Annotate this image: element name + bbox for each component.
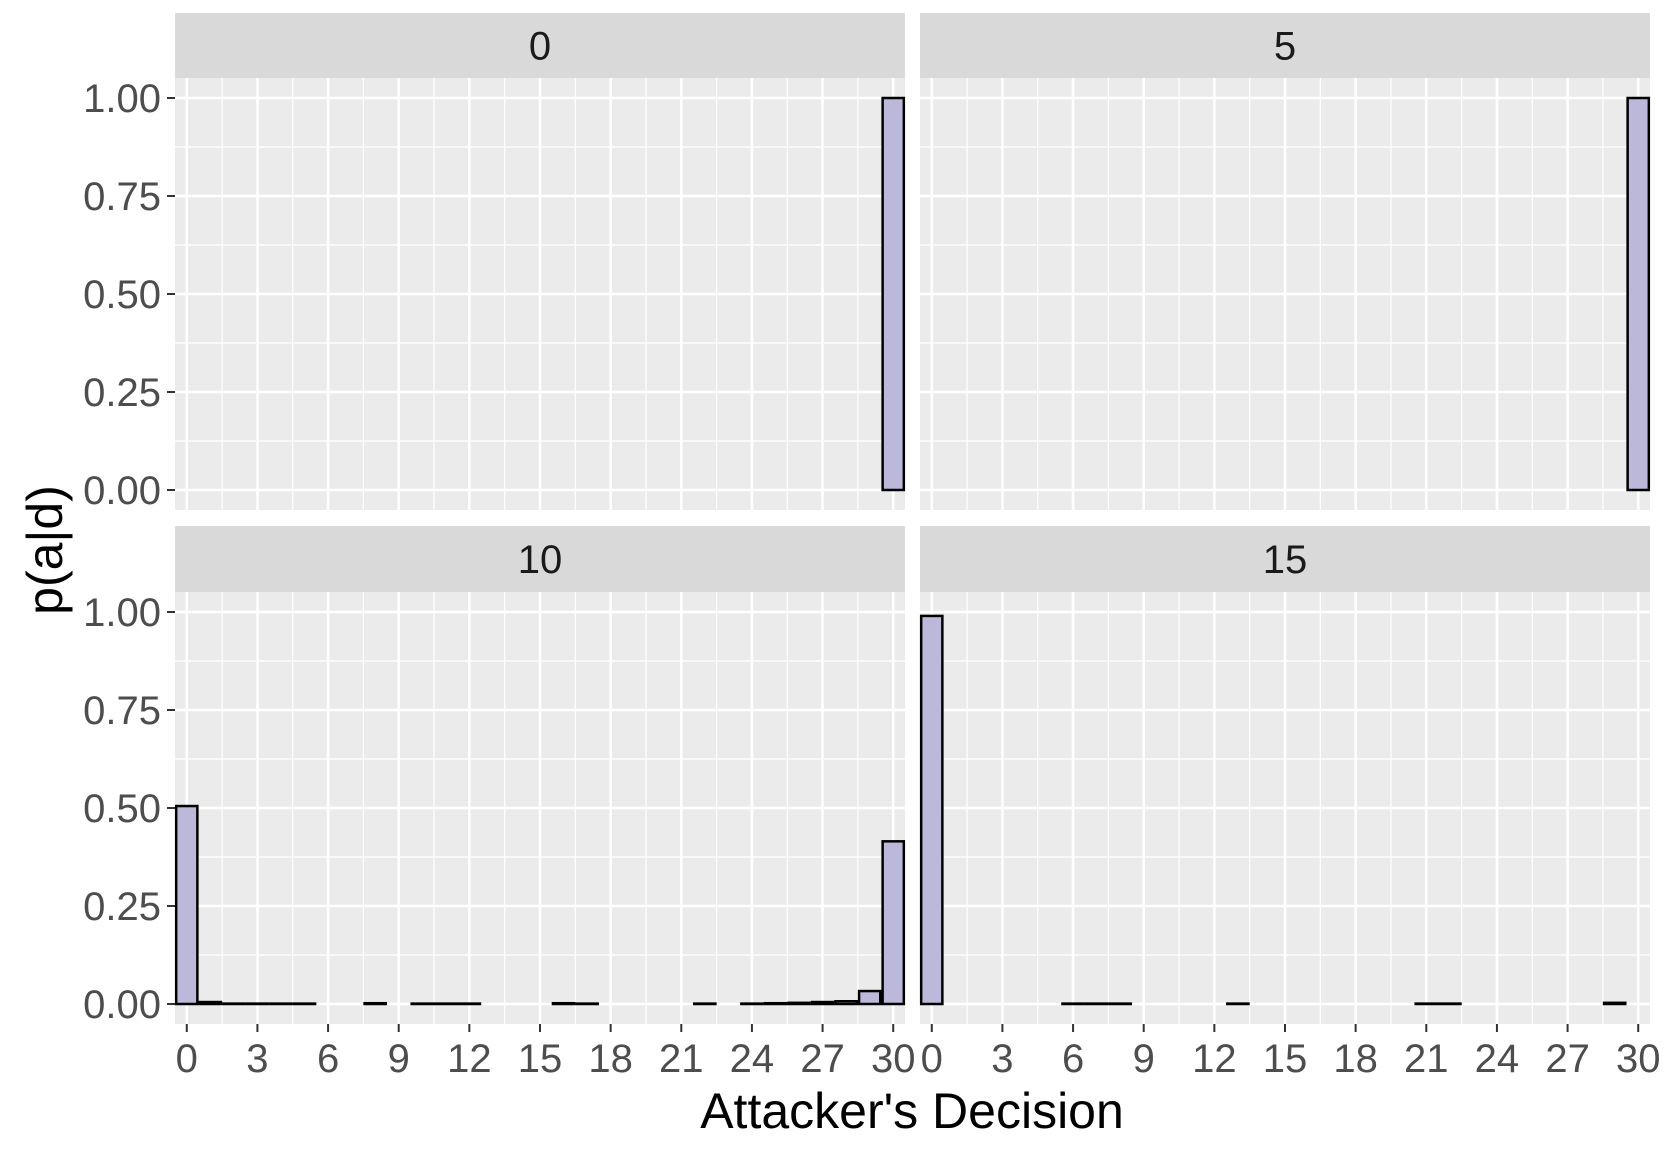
- strip-label: 15: [1263, 538, 1308, 582]
- x-tick-label: 3: [991, 1037, 1013, 1081]
- bar: [810, 1000, 835, 1006]
- panel-0: 0 0.00 0.25 0.50 0.75 1.00: [83, 13, 906, 513]
- strip-label: 5: [1274, 25, 1296, 69]
- strip-background: [175, 13, 905, 78]
- strip-background: [175, 526, 905, 592]
- x-tick-label: 9: [1133, 1037, 1155, 1081]
- x-tick-label: 9: [388, 1037, 410, 1081]
- strip-background: [920, 13, 1650, 78]
- bar: [1626, 96, 1651, 492]
- x-tick-label: 0: [176, 1037, 198, 1081]
- panel-10: 10 0.00 0.25 0.50 0.75 1.00 0 3 6 9 12 15 18 21 24 27 30: [83, 526, 915, 1081]
- x-tick-label: 27: [1545, 1037, 1590, 1081]
- y-tick-label: 0.25: [83, 371, 161, 415]
- panel-5: 5: [920, 13, 1651, 510]
- bar: [1602, 1001, 1627, 1006]
- bar: [787, 1001, 811, 1006]
- bar: [763, 1001, 788, 1006]
- x-tick-label: 30: [1616, 1037, 1661, 1081]
- x-tick-label: 12: [1192, 1037, 1237, 1081]
- y-tick-label: 0.50: [83, 787, 161, 831]
- x-tick-label: 6: [317, 1037, 339, 1081]
- bar: [174, 804, 199, 1006]
- x-tick-label: 15: [518, 1037, 563, 1081]
- x-tick-label: 21: [659, 1037, 704, 1081]
- x-axis-title: Attacker's Decision: [700, 1083, 1124, 1139]
- y-tick-label: 0.25: [83, 885, 161, 929]
- x-tick-label: 18: [1333, 1037, 1378, 1081]
- strip-label: 10: [518, 538, 563, 582]
- bar: [881, 840, 906, 1006]
- x-tick-label: 6: [1062, 1037, 1084, 1081]
- bar: [551, 1001, 576, 1006]
- x-tick-label: 27: [800, 1037, 845, 1081]
- y-axis-title: p(a|d): [17, 485, 73, 615]
- bar: [857, 989, 882, 1006]
- x-tick-label: 0: [921, 1037, 943, 1081]
- y-tick-label: 0.00: [83, 983, 161, 1027]
- y-tick-label: 0.50: [83, 273, 161, 317]
- y-tick-label: 0.00: [83, 469, 161, 513]
- strip-label: 0: [529, 25, 551, 69]
- strip-background: [920, 526, 1650, 592]
- x-tick-label: 21: [1404, 1037, 1449, 1081]
- bar: [881, 96, 906, 492]
- panel-15: 15 0 3 6 9 12 15 18 21 24 27 30: [919, 526, 1661, 1081]
- x-tick-label: 18: [588, 1037, 633, 1081]
- x-tick-label: 15: [1263, 1037, 1308, 1081]
- y-tick-label: 0.75: [83, 175, 161, 219]
- chart-panels: 0 0.00 0.25 0.50 0.75 1.00 5 10 0.00 0.25 0.50 0.75…: [83, 13, 1660, 1081]
- y-tick-label: 1.00: [83, 591, 161, 635]
- bar: [919, 614, 944, 1006]
- bar: [363, 1001, 388, 1006]
- y-tick-label: 0.75: [83, 689, 161, 733]
- x-tick-label: 3: [246, 1037, 268, 1081]
- x-tick-label: 24: [1475, 1037, 1520, 1081]
- x-tick-label: 30: [871, 1037, 916, 1081]
- bar: [834, 1000, 858, 1006]
- y-tick-label: 1.00: [83, 77, 161, 121]
- bar: [198, 1000, 223, 1006]
- x-tick-label: 12: [447, 1037, 492, 1081]
- x-tick-label: 24: [730, 1037, 775, 1081]
